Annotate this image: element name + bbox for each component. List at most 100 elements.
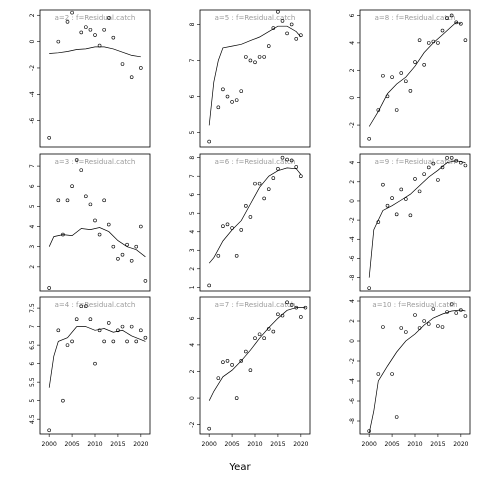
- data-point: [271, 26, 276, 30]
- data-point: [385, 94, 390, 99]
- y-tick-label: 4.5: [29, 414, 36, 424]
- panel-5: a=6 : f=Residual.catch 1 2 3 4 5 6 7 8: [189, 153, 311, 292]
- data-point: [139, 328, 143, 333]
- data-point: [417, 189, 422, 194]
- data-point: [230, 100, 234, 104]
- x-tick-label: 2015: [430, 441, 445, 448]
- data-point: [390, 196, 394, 200]
- data-point: [111, 35, 116, 40]
- y-tick-label: 6.5: [29, 340, 36, 350]
- data-point: [276, 10, 280, 14]
- data-point: [436, 178, 440, 182]
- panel-frame: [199, 153, 311, 292]
- y-tick-label: -6: [29, 117, 36, 123]
- smoother-line: [368, 160, 466, 278]
- data-point: [266, 44, 271, 48]
- data-point: [417, 326, 422, 330]
- data-point: [221, 360, 225, 364]
- y-tick-label: 3: [29, 245, 36, 249]
- x-tick-label: 2000: [202, 441, 217, 448]
- y-tick-label: 2: [349, 180, 356, 184]
- data-point: [61, 232, 65, 237]
- y-tick-label: 5: [29, 204, 36, 208]
- y-tick-label: 6: [29, 184, 36, 188]
- data-point: [253, 336, 257, 341]
- data-point: [390, 372, 394, 376]
- data-point: [422, 63, 426, 67]
- data-point: [84, 304, 88, 309]
- data-point: [70, 339, 74, 344]
- data-point: [426, 41, 431, 45]
- data-point: [125, 339, 129, 344]
- data-point: [65, 343, 70, 347]
- data-point: [431, 161, 436, 166]
- data-point: [93, 218, 97, 223]
- smoother-line: [208, 167, 302, 264]
- smoother-line: [49, 46, 141, 58]
- data-point: [262, 196, 266, 201]
- x-tick-label: 2005: [64, 441, 79, 448]
- data-point: [394, 108, 399, 112]
- data-point: [367, 429, 371, 433]
- x-axis-title: Year: [228, 462, 251, 473]
- data-point: [440, 325, 445, 329]
- data-point: [225, 222, 230, 227]
- data-point: [134, 339, 139, 344]
- y-tick-label: 2: [349, 319, 356, 323]
- x-axis-col-2: 2000 2005 2010 2015 2020: [202, 434, 309, 448]
- data-point: [79, 168, 84, 172]
- y-tick-label: 6: [349, 13, 356, 17]
- data-point: [234, 254, 239, 258]
- data-point: [459, 308, 463, 312]
- y-tick-label: 5: [189, 211, 196, 215]
- y-tick-label: 5: [29, 399, 36, 403]
- data-point: [381, 73, 385, 78]
- data-point: [445, 156, 449, 160]
- data-point: [84, 194, 88, 199]
- data-point: [257, 55, 262, 59]
- data-point: [385, 203, 390, 208]
- x-tick-label: 2005: [384, 441, 399, 448]
- data-point: [56, 39, 61, 44]
- data-point: [143, 279, 148, 283]
- y-tick-label: 5: [189, 130, 196, 134]
- y-tick-label: 2: [189, 369, 196, 373]
- data-point: [97, 43, 102, 48]
- data-point: [244, 55, 248, 59]
- data-point: [47, 428, 51, 433]
- data-point: [445, 310, 449, 314]
- data-point: [225, 94, 230, 99]
- y-tick-label: -6: [349, 255, 356, 261]
- data-point: [413, 313, 417, 317]
- data-point: [459, 160, 463, 165]
- data-point: [111, 244, 116, 249]
- y-tick-label: -4: [29, 91, 36, 97]
- y-tick-label: 2: [349, 68, 356, 72]
- data-point: [404, 197, 408, 201]
- data-point: [436, 324, 440, 328]
- data-point: [280, 155, 285, 160]
- panel-7: a=4 : f=Residual.catch 4.5 5 5.5 6 6.5 7 7.5: [29, 296, 151, 435]
- panel-strip-label: a=2 : f=Residual.catch: [55, 14, 136, 22]
- y-tick-label: -2: [349, 358, 356, 364]
- data-point: [207, 426, 211, 431]
- data-point: [257, 181, 262, 186]
- data-point: [116, 328, 120, 333]
- data-point: [271, 329, 276, 334]
- data-point: [299, 174, 303, 179]
- data-point: [431, 307, 436, 311]
- panel-frame: [39, 9, 151, 148]
- data-point: [285, 300, 289, 305]
- panel-frame: [199, 296, 311, 435]
- y-tick-label: 0: [29, 40, 36, 44]
- y-tick-label: 4: [349, 41, 356, 45]
- data-point: [422, 172, 426, 176]
- panel-strip-label: a=5 : f=Residual.catch: [215, 14, 296, 22]
- data-point: [381, 182, 385, 187]
- y-tick-label: 0: [189, 396, 196, 400]
- data-point: [303, 305, 308, 310]
- data-point: [253, 60, 257, 65]
- data-point: [134, 244, 139, 249]
- panel-4: a=3 : f=Residual.catch 2 3 4 5 6 7: [29, 153, 151, 292]
